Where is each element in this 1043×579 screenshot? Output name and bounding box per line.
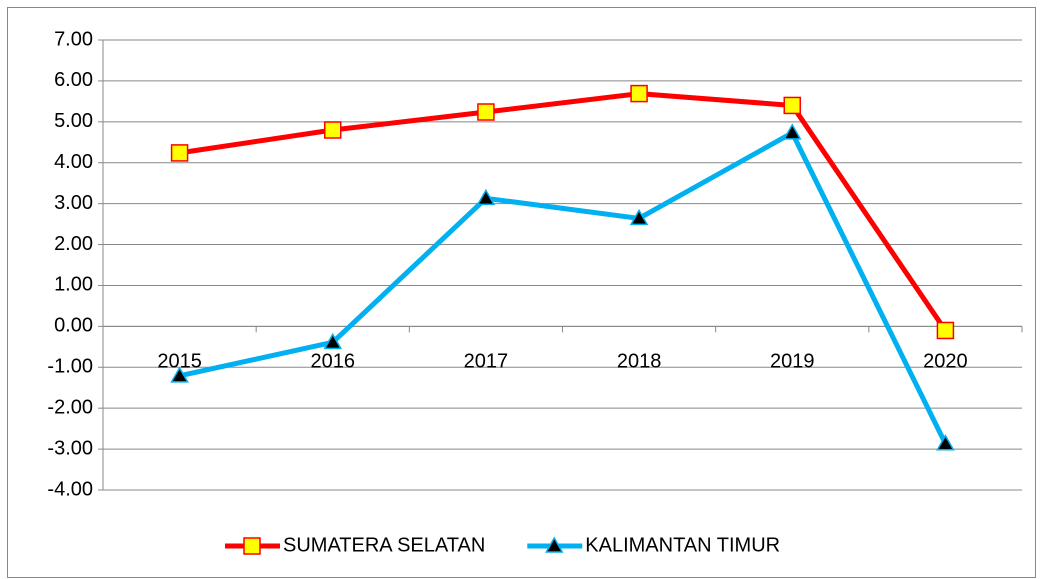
y-tick-label: -2.00	[47, 396, 93, 418]
legend-label: SUMATERA SELATAN	[283, 534, 485, 556]
data-marker	[323, 332, 343, 350]
data-marker	[783, 96, 801, 115]
data-marker	[936, 434, 955, 451]
y-tick-label: -3.00	[47, 437, 93, 459]
y-tick-label: 5.00	[54, 110, 93, 132]
x-tick-label: 2019	[770, 351, 815, 373]
y-tick-label: 1.00	[54, 274, 93, 296]
legend-marker	[243, 537, 261, 555]
data-marker	[629, 208, 649, 226]
x-tick-label: 2018	[617, 351, 662, 373]
series-line	[179, 130, 948, 445]
y-tick-label: 6.00	[54, 69, 93, 91]
data-marker	[630, 84, 648, 103]
x-tick-label: 2015	[157, 351, 202, 373]
data-marker	[477, 103, 495, 121]
y-tick-label: -4.00	[47, 478, 93, 500]
data-marker	[170, 366, 189, 383]
x-tick-label: 2016	[311, 351, 356, 373]
data-marker	[782, 123, 802, 140]
legend-label: KALIMANTAN TIMUR	[585, 534, 780, 556]
y-tick-label: 4.00	[54, 151, 93, 173]
y-tick-label: 7.00	[54, 28, 93, 50]
series-line	[179, 91, 948, 332]
legend-marker	[544, 536, 564, 553]
y-tick-label: 3.00	[54, 192, 93, 214]
data-marker	[936, 321, 955, 340]
x-tick-label: 2020	[923, 351, 968, 373]
data-marker	[324, 121, 342, 139]
y-tick-label: 2.00	[54, 233, 93, 255]
chart-border	[7, 7, 1036, 578]
data-marker	[170, 144, 189, 162]
y-tick-label: -1.00	[47, 356, 93, 378]
x-tick-label: 2017	[464, 351, 509, 373]
y-tick-label: 0.00	[54, 315, 93, 337]
data-marker	[476, 188, 496, 206]
